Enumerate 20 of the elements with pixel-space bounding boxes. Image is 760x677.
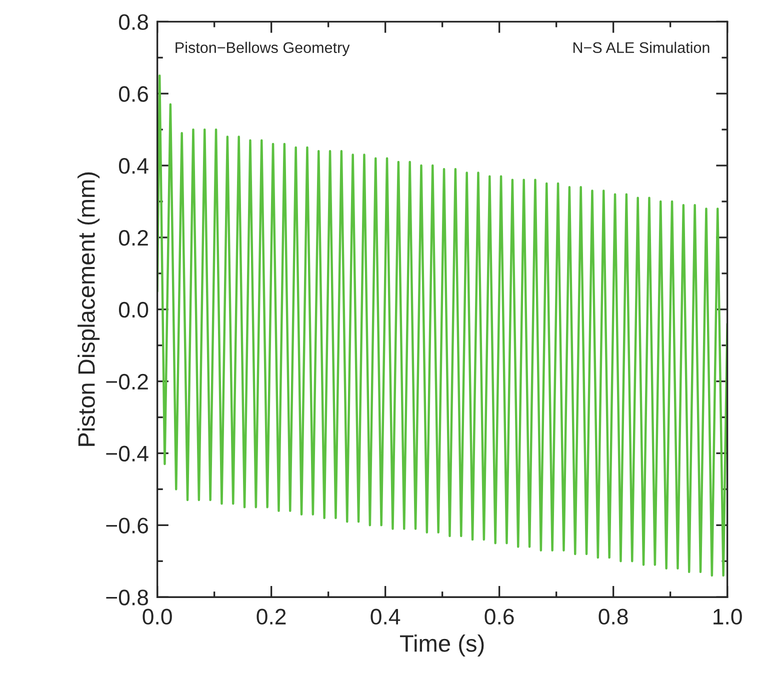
y-tick-label: 0.8 (118, 14, 148, 30)
x-tick-label: 0.6 (484, 608, 514, 625)
y-tick-label: −0.6 (106, 518, 148, 534)
y-axis-title: Piston Displacement (mm) (78, 172, 100, 446)
line-series (157, 74, 728, 577)
y-tick-label: −0.2 (106, 374, 148, 390)
y-tick-label: 0.4 (118, 158, 148, 174)
x-tick-label: 1.0 (714, 608, 742, 625)
x-tick-label: 0.8 (598, 608, 628, 625)
x-axis-title: Time (s) (400, 634, 484, 656)
y-tick-label: −0.4 (106, 446, 148, 462)
y-tick-label: −0.8 (106, 590, 148, 606)
annotation: N−S ALE Simulation (573, 42, 710, 54)
x-tick-label: 0.4 (370, 608, 400, 625)
y-tick-label: 0.2 (118, 230, 148, 246)
x-tick-label: 0.0 (142, 608, 172, 625)
y-tick-label: 0.6 (118, 86, 148, 102)
y-tick-label: 0.0 (118, 302, 148, 318)
annotation: Piston−Bellows Geometry (176, 42, 350, 56)
x-tick-label: 0.2 (256, 608, 286, 625)
